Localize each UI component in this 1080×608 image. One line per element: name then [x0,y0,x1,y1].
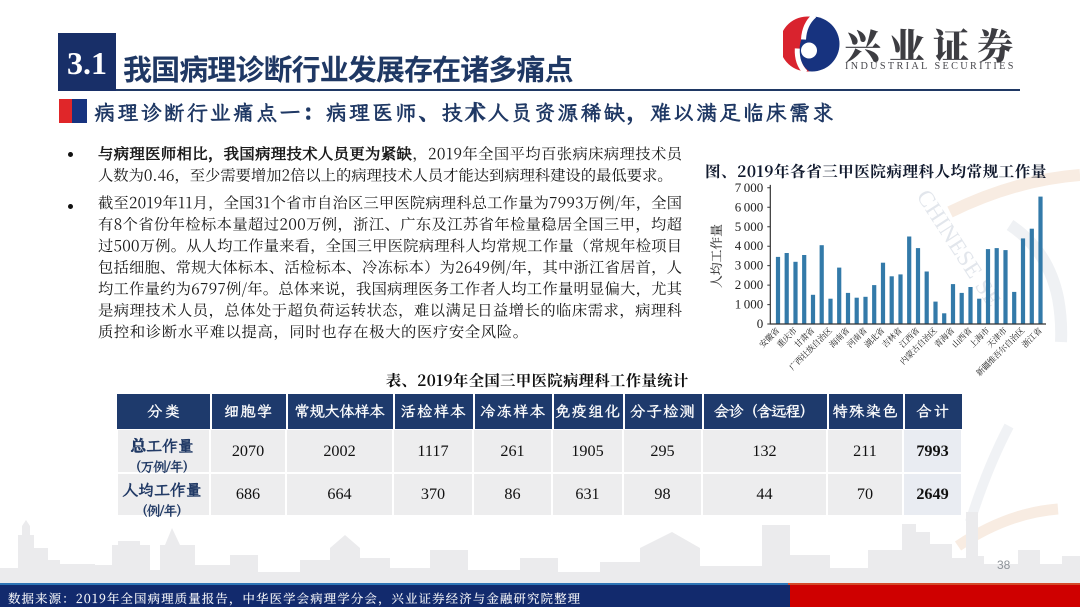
svg-text:0: 0 [757,316,764,331]
svg-text:7 000: 7 000 [735,180,764,195]
svg-text:6 000: 6 000 [735,199,764,214]
svg-text:5 000: 5 000 [735,219,764,234]
svg-text:3 000: 3 000 [735,258,764,273]
svg-text:4 000: 4 000 [735,238,764,253]
svg-text:2 000: 2 000 [735,277,764,292]
svg-text:1 000: 1 000 [735,297,764,312]
